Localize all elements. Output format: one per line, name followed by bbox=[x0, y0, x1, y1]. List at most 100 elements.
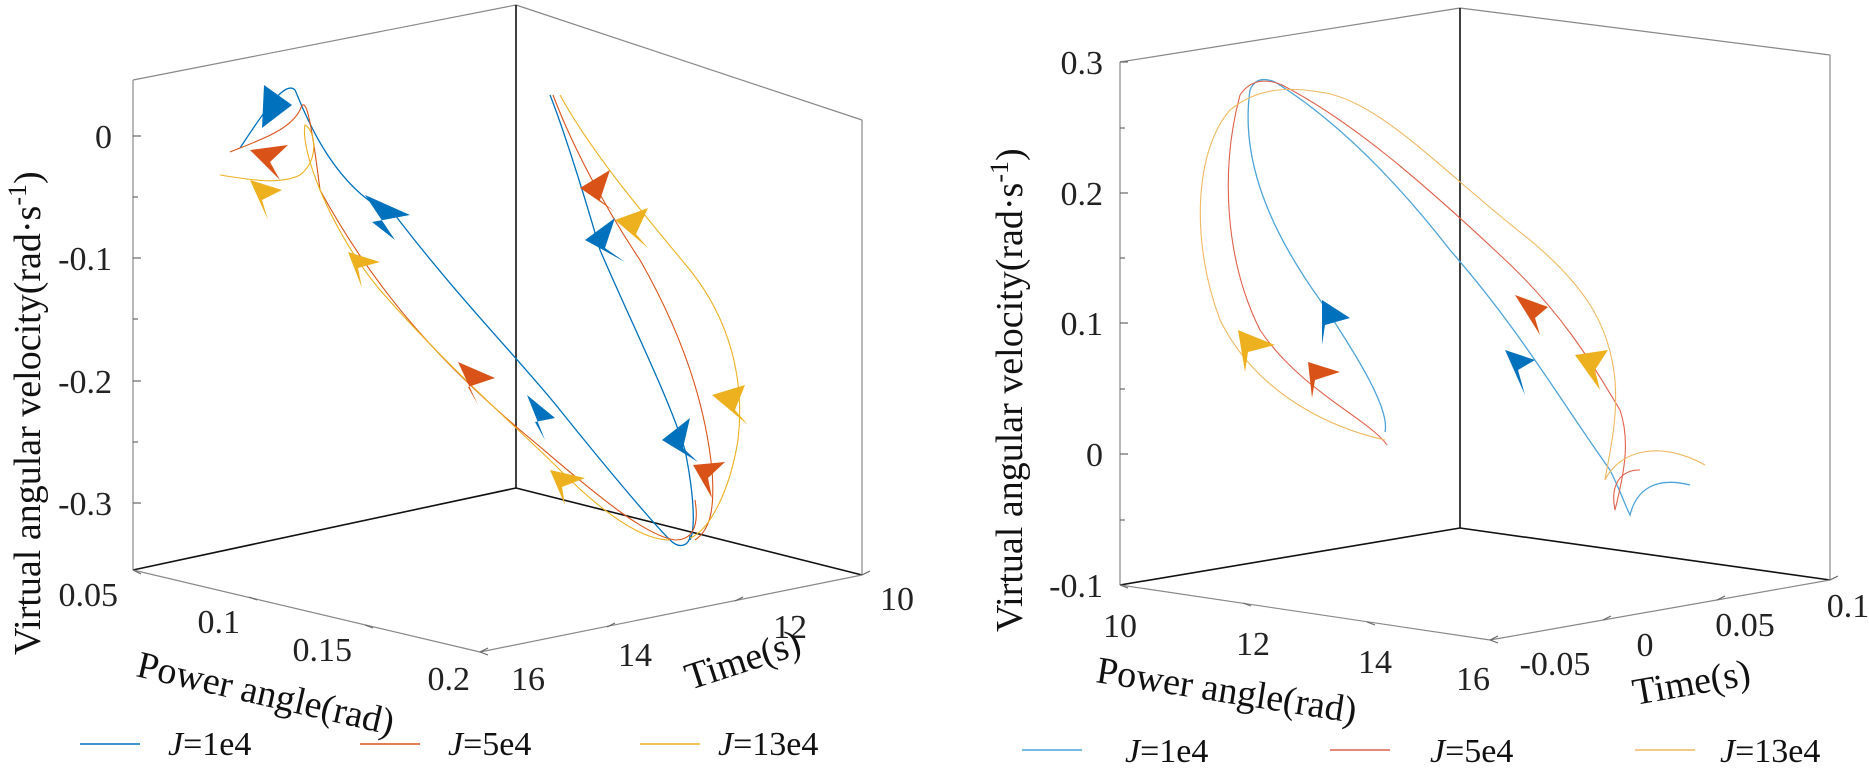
left-x-tick-1: 0.1 bbox=[198, 604, 241, 641]
left-arrow-red-1 bbox=[250, 145, 288, 180]
left-arrow-blue-1 bbox=[262, 85, 292, 128]
right-y-tick-0: -0.05 bbox=[1520, 646, 1591, 683]
left-arrow-blue-5 bbox=[662, 418, 698, 462]
left-y-tick-0: 10 bbox=[880, 581, 914, 618]
left-arrow-yellow-1 bbox=[250, 180, 282, 220]
right-curves bbox=[1199, 78, 1706, 517]
left-arrow-yellow-4 bbox=[615, 208, 648, 248]
right-y-tick-1: 0 bbox=[1637, 627, 1654, 664]
right-y-tick-3: 0.1 bbox=[1827, 588, 1869, 625]
svg-text:J=1e4: J=1e4 bbox=[168, 726, 251, 763]
left-z-ticks: 0 -0.1 -0.2 -0.3 bbox=[58, 119, 141, 523]
right-z-tick-1: 0.2 bbox=[1061, 176, 1104, 213]
right-legend-label-1-suffix: =5e4 bbox=[1445, 733, 1513, 768]
left-arrow-yellow-3 bbox=[550, 470, 585, 505]
left-z-tick-0: 0 bbox=[95, 119, 112, 156]
right-x-ticks: 10 12 14 16 bbox=[1103, 584, 1499, 698]
left-y-tick-2: 14 bbox=[618, 637, 652, 674]
left-y-tick-1: 12 bbox=[773, 609, 807, 646]
svg-text:J=5e4: J=5e4 bbox=[448, 726, 531, 763]
right-z-axis-title-sup: -1 bbox=[985, 161, 1014, 183]
right-x-axis-title: Power angle(rad) bbox=[1094, 649, 1360, 732]
right-y-ticks: -0.05 0 0.05 0.1 bbox=[1489, 575, 1869, 683]
left-z-axis-title: Virtual angular velocity(rad·s-1) bbox=[3, 171, 50, 655]
left-legend-item-0: J=1e4 bbox=[80, 726, 251, 763]
right-z-tick-2: 0.1 bbox=[1061, 306, 1104, 343]
left-z-axis-title-end: ) bbox=[7, 171, 49, 184]
left-x-tick-3: 0.2 bbox=[428, 661, 471, 698]
right-y-tick-2: 0.05 bbox=[1715, 607, 1775, 644]
right-z-ticks: 0.3 0.2 0.1 0 -0.1 bbox=[1049, 45, 1128, 605]
left-legend-label-0-prefix: J bbox=[168, 726, 185, 763]
left-arrow-red-4 bbox=[693, 462, 725, 498]
right-legend-label-1-prefix: J bbox=[1430, 733, 1447, 768]
left-y-tick-3: 16 bbox=[511, 661, 545, 698]
right-arrow-markers bbox=[1238, 295, 1608, 398]
left-series-j13e4-right-branch bbox=[559, 94, 741, 539]
left-arrow-yellow-5 bbox=[712, 385, 748, 425]
right-arrow-red-2 bbox=[1515, 295, 1548, 335]
right-axes-box bbox=[1119, 7, 1831, 641]
right-z-tick-3: 0 bbox=[1086, 437, 1103, 474]
right-series-j13e4 bbox=[1199, 88, 1706, 481]
right-z-axis-title-main: Virtual angular velocity(rad·s bbox=[989, 183, 1031, 632]
right-z-tick-0: 0.3 bbox=[1061, 45, 1104, 82]
right-z-axis-title-end: ) bbox=[989, 148, 1031, 161]
left-series-j1e4-left-branch bbox=[239, 87, 691, 547]
right-x-tick-3: 16 bbox=[1456, 661, 1490, 698]
right-series-j5e4 bbox=[1227, 80, 1641, 511]
left-legend-label-0-suffix: =1e4 bbox=[183, 726, 251, 763]
right-x-tick-1: 12 bbox=[1236, 626, 1270, 663]
left-legend-label-1-prefix: J bbox=[448, 726, 465, 763]
svg-text:J=1e4: J=1e4 bbox=[1125, 733, 1208, 768]
left-arrow-red-2 bbox=[458, 362, 495, 405]
left-x-tick-2: 0.15 bbox=[293, 632, 353, 669]
left-x-tick-0: 0.05 bbox=[59, 577, 119, 614]
left-series-j5e4-left-branch bbox=[229, 104, 697, 541]
right-x-tick-0: 10 bbox=[1103, 608, 1137, 645]
right-arrow-blue-1 bbox=[1322, 300, 1350, 345]
right-chart: 0.3 0.2 0.1 0 -0.1 10 12 14 16 -0.05 0 0… bbox=[985, 7, 1869, 732]
left-chart: 0 -0.1 -0.2 -0.3 0.05 0.1 0.15 0.2 16 14… bbox=[3, 4, 914, 744]
right-series-j1e4 bbox=[1247, 78, 1691, 517]
left-z-axis-title-main: Virtual angular velocity(rad·s bbox=[7, 206, 49, 655]
right-arrow-yellow-2 bbox=[1575, 350, 1608, 390]
right-legend-item-1: J=5e4 bbox=[1330, 733, 1513, 768]
left-z-axis-title-sup: -1 bbox=[3, 184, 32, 206]
left-y-ticks: 16 14 12 10 bbox=[479, 570, 914, 698]
right-z-axis-title: Virtual angular velocity(rad·s-1) bbox=[985, 148, 1032, 632]
left-legend-label-1-suffix: =5e4 bbox=[463, 726, 531, 763]
left-curves bbox=[219, 87, 741, 547]
left-legend-label-2-suffix: =13e4 bbox=[733, 726, 818, 763]
left-arrow-blue-4 bbox=[585, 218, 625, 262]
left-z-tick-1: -0.1 bbox=[58, 241, 112, 278]
right-arrow-blue-2 bbox=[1505, 350, 1535, 395]
left-arrow-markers bbox=[250, 85, 748, 505]
left-legend-item-2: J=13e4 bbox=[640, 726, 818, 763]
left-series-j5e4-right-branch bbox=[552, 94, 714, 541]
svg-text:J=13e4: J=13e4 bbox=[718, 726, 818, 763]
svg-text:J=5e4: J=5e4 bbox=[1430, 733, 1513, 768]
left-y-axis-title: Time(s) bbox=[680, 622, 806, 699]
right-z-tick-4: -0.1 bbox=[1049, 568, 1103, 605]
right-legend-label-2-prefix: J bbox=[1720, 733, 1737, 768]
svg-text:J=13e4: J=13e4 bbox=[1720, 733, 1820, 768]
right-legend-label-2-suffix: =13e4 bbox=[1735, 733, 1820, 768]
left-z-tick-2: -0.2 bbox=[58, 364, 112, 401]
left-z-tick-3: -0.3 bbox=[58, 486, 112, 523]
left-arrow-red-3 bbox=[580, 170, 615, 212]
right-arrow-yellow-1 bbox=[1238, 330, 1275, 372]
left-legend-label-2-prefix: J bbox=[718, 726, 735, 763]
left-legend: J=1e4 J=5e4 J=13e4 bbox=[80, 726, 818, 763]
left-series-j1e4-right-branch bbox=[549, 94, 694, 541]
right-legend-label-0-suffix: =1e4 bbox=[1140, 733, 1208, 768]
left-legend-item-1: J=5e4 bbox=[360, 726, 531, 763]
right-x-tick-2: 14 bbox=[1358, 644, 1392, 681]
left-arrow-yellow-2 bbox=[348, 252, 380, 288]
left-x-ticks: 0.05 0.1 0.15 0.2 bbox=[59, 569, 489, 698]
right-arrow-red-1 bbox=[1308, 362, 1340, 398]
left-axes-box bbox=[132, 4, 863, 653]
left-arrow-blue-3 bbox=[527, 395, 555, 440]
right-legend-label-0-prefix: J bbox=[1125, 733, 1142, 768]
